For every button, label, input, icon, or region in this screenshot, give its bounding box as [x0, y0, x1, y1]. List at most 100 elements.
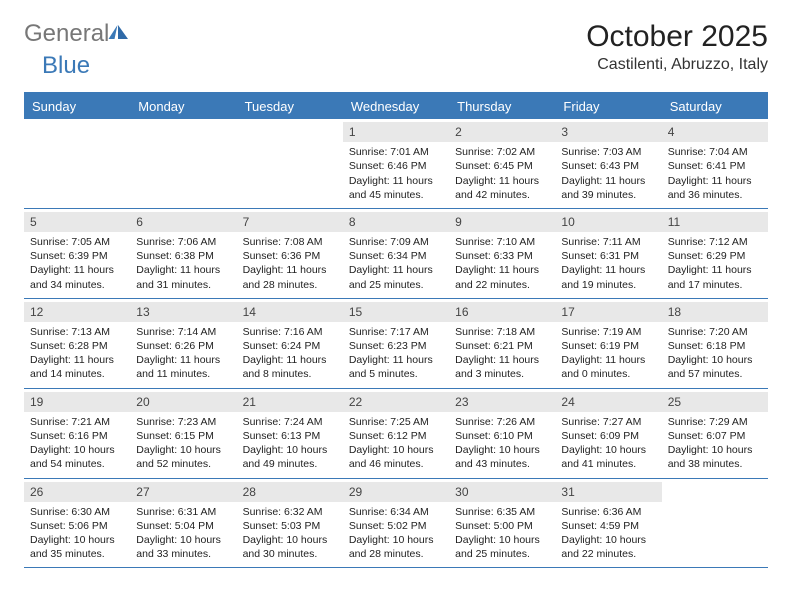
day-cell: 3Sunrise: 7:03 AMSunset: 6:43 PMDaylight…: [555, 119, 661, 208]
day-number: 12: [24, 302, 130, 322]
week-row: 12Sunrise: 7:13 AMSunset: 6:28 PMDayligh…: [24, 299, 768, 389]
day-number: 2: [449, 122, 555, 142]
daylight-line: Daylight: 11 hours and 45 minutes.: [349, 174, 443, 202]
day-cell: 5Sunrise: 7:05 AMSunset: 6:39 PMDaylight…: [24, 209, 130, 298]
sunrise-line: Sunrise: 7:13 AM: [30, 325, 124, 339]
day-number: 22: [343, 392, 449, 412]
logo-triangle-icon: [109, 25, 118, 39]
day-cell: 14Sunrise: 7:16 AMSunset: 6:24 PMDayligh…: [237, 299, 343, 388]
day-cell: 1Sunrise: 7:01 AMSunset: 6:46 PMDaylight…: [343, 119, 449, 208]
sunset-line: Sunset: 6:34 PM: [349, 249, 443, 263]
daylight-line: Daylight: 10 hours and 52 minutes.: [136, 443, 230, 471]
day-number: 3: [555, 122, 661, 142]
sunset-line: Sunset: 5:00 PM: [455, 519, 549, 533]
daylight-line: Daylight: 11 hours and 31 minutes.: [136, 263, 230, 291]
day-cell: 4 Sunrise: 7:04 AMSunset: 6:41 PMDaylight…: [662, 119, 768, 208]
daylight-line: Daylight: 11 hours and 42 minutes.: [455, 174, 549, 202]
day-number: 16: [449, 302, 555, 322]
brand-logo: General: [24, 20, 128, 48]
day-number: 30: [449, 482, 555, 502]
sunrise-line: Sunrise: 7:21 AM: [30, 415, 124, 429]
weeks-container: 1Sunrise: 7:01 AMSunset: 6:46 PMDaylight…: [24, 119, 768, 568]
day-cell: 21Sunrise: 7:24 AMSunset: 6:13 PMDayligh…: [237, 389, 343, 478]
logo-triangle2-icon: [118, 25, 128, 39]
day-cell: [130, 119, 236, 208]
sunrise-line: Sunrise: 6:34 AM: [349, 505, 443, 519]
day-number: 8: [343, 212, 449, 232]
daylight-line: Daylight: 11 hours and 25 minutes.: [349, 263, 443, 291]
week-row: 5Sunrise: 7:05 AMSunset: 6:39 PMDaylight…: [24, 209, 768, 299]
daylight-line: Daylight: 11 hours and 14 minutes.: [30, 353, 124, 381]
calendar-grid: Sunday Monday Tuesday Wednesday Thursday…: [24, 92, 768, 568]
daylight-line: Daylight: 10 hours and 43 minutes.: [455, 443, 549, 471]
sunrise-line: Sunrise: 7:03 AM: [561, 145, 655, 159]
day-cell: 25Sunrise: 7:29 AMSunset: 6:07 PMDayligh…: [662, 389, 768, 478]
sunset-line: Sunset: 6:23 PM: [349, 339, 443, 353]
sunrise-line: Sunrise: 7:04 AM: [668, 145, 762, 159]
day-cell: 20Sunrise: 7:23 AMSunset: 6:15 PMDayligh…: [130, 389, 236, 478]
sunset-line: Sunset: 6:29 PM: [668, 249, 762, 263]
daylight-line: Daylight: 11 hours and 28 minutes.: [243, 263, 337, 291]
sunset-line: Sunset: 4:59 PM: [561, 519, 655, 533]
weekday-header-row: Sunday Monday Tuesday Wednesday Thursday…: [24, 94, 768, 119]
day-number: 4: [662, 122, 768, 142]
day-number: 27: [130, 482, 236, 502]
sunset-line: Sunset: 6:45 PM: [455, 159, 549, 173]
day-number: 7: [237, 212, 343, 232]
daylight-line: Daylight: 10 hours and 41 minutes.: [561, 443, 655, 471]
sunset-line: Sunset: 5:03 PM: [243, 519, 337, 533]
weekday-header: Saturday: [662, 94, 768, 119]
sunset-line: Sunset: 6:28 PM: [30, 339, 124, 353]
sunset-line: Sunset: 6:26 PM: [136, 339, 230, 353]
brand-part1: General: [24, 20, 109, 48]
sunset-line: Sunset: 6:21 PM: [455, 339, 549, 353]
location-text: Castilenti, Abruzzo, Italy: [586, 56, 768, 74]
sunset-line: Sunset: 6:09 PM: [561, 429, 655, 443]
sunrise-line: Sunrise: 7:02 AM: [455, 145, 549, 159]
title-block: October 2025 Castilenti, Abruzzo, Italy: [586, 20, 768, 74]
sunset-line: Sunset: 6:24 PM: [243, 339, 337, 353]
brand-part2: Blue: [42, 52, 90, 79]
weekday-header: Monday: [130, 94, 236, 119]
sunset-line: Sunset: 6:10 PM: [455, 429, 549, 443]
sunrise-line: Sunrise: 7:14 AM: [136, 325, 230, 339]
sunrise-line: Sunrise: 7:08 AM: [243, 235, 337, 249]
daylight-line: Daylight: 10 hours and 25 minutes.: [455, 533, 549, 561]
daylight-line: Daylight: 11 hours and 11 minutes.: [136, 353, 230, 381]
day-cell: 26Sunrise: 6:30 AMSunset: 5:06 PMDayligh…: [24, 479, 130, 568]
sunset-line: Sunset: 5:04 PM: [136, 519, 230, 533]
day-cell: 31Sunrise: 6:36 AMSunset: 4:59 PMDayligh…: [555, 479, 661, 568]
sunset-line: Sunset: 6:33 PM: [455, 249, 549, 263]
day-number: 5: [24, 212, 130, 232]
day-number: 23: [449, 392, 555, 412]
sunrise-line: Sunrise: 7:11 AM: [561, 235, 655, 249]
day-cell: 28Sunrise: 6:32 AMSunset: 5:03 PMDayligh…: [237, 479, 343, 568]
week-row: 26Sunrise: 6:30 AMSunset: 5:06 PMDayligh…: [24, 479, 768, 569]
week-row: 1Sunrise: 7:01 AMSunset: 6:46 PMDaylight…: [24, 119, 768, 209]
sunrise-line: Sunrise: 6:30 AM: [30, 505, 124, 519]
sunset-line: Sunset: 6:18 PM: [668, 339, 762, 353]
sunrise-line: Sunrise: 7:23 AM: [136, 415, 230, 429]
day-number: 29: [343, 482, 449, 502]
daylight-line: Daylight: 11 hours and 36 minutes.: [668, 174, 762, 202]
day-cell: [24, 119, 130, 208]
daylight-line: Daylight: 11 hours and 19 minutes.: [561, 263, 655, 291]
weekday-header: Thursday: [449, 94, 555, 119]
sunset-line: Sunset: 6:12 PM: [349, 429, 443, 443]
sunrise-line: Sunrise: 7:06 AM: [136, 235, 230, 249]
day-cell: 6 Sunrise: 7:06 AMSunset: 6:38 PMDaylight…: [130, 209, 236, 298]
sunset-line: Sunset: 6:43 PM: [561, 159, 655, 173]
daylight-line: Daylight: 11 hours and 17 minutes.: [668, 263, 762, 291]
day-number: 28: [237, 482, 343, 502]
sunset-line: Sunset: 6:07 PM: [668, 429, 762, 443]
sunset-line: Sunset: 6:31 PM: [561, 249, 655, 263]
day-number: 14: [237, 302, 343, 322]
day-number: 26: [24, 482, 130, 502]
day-cell: 18Sunrise: 7:20 AMSunset: 6:18 PMDayligh…: [662, 299, 768, 388]
day-cell: 30Sunrise: 6:35 AMSunset: 5:00 PMDayligh…: [449, 479, 555, 568]
day-number: 6: [130, 212, 236, 232]
sunset-line: Sunset: 6:41 PM: [668, 159, 762, 173]
day-cell: 10Sunrise: 7:11 AMSunset: 6:31 PMDayligh…: [555, 209, 661, 298]
day-number: 25: [662, 392, 768, 412]
sunset-line: Sunset: 6:38 PM: [136, 249, 230, 263]
